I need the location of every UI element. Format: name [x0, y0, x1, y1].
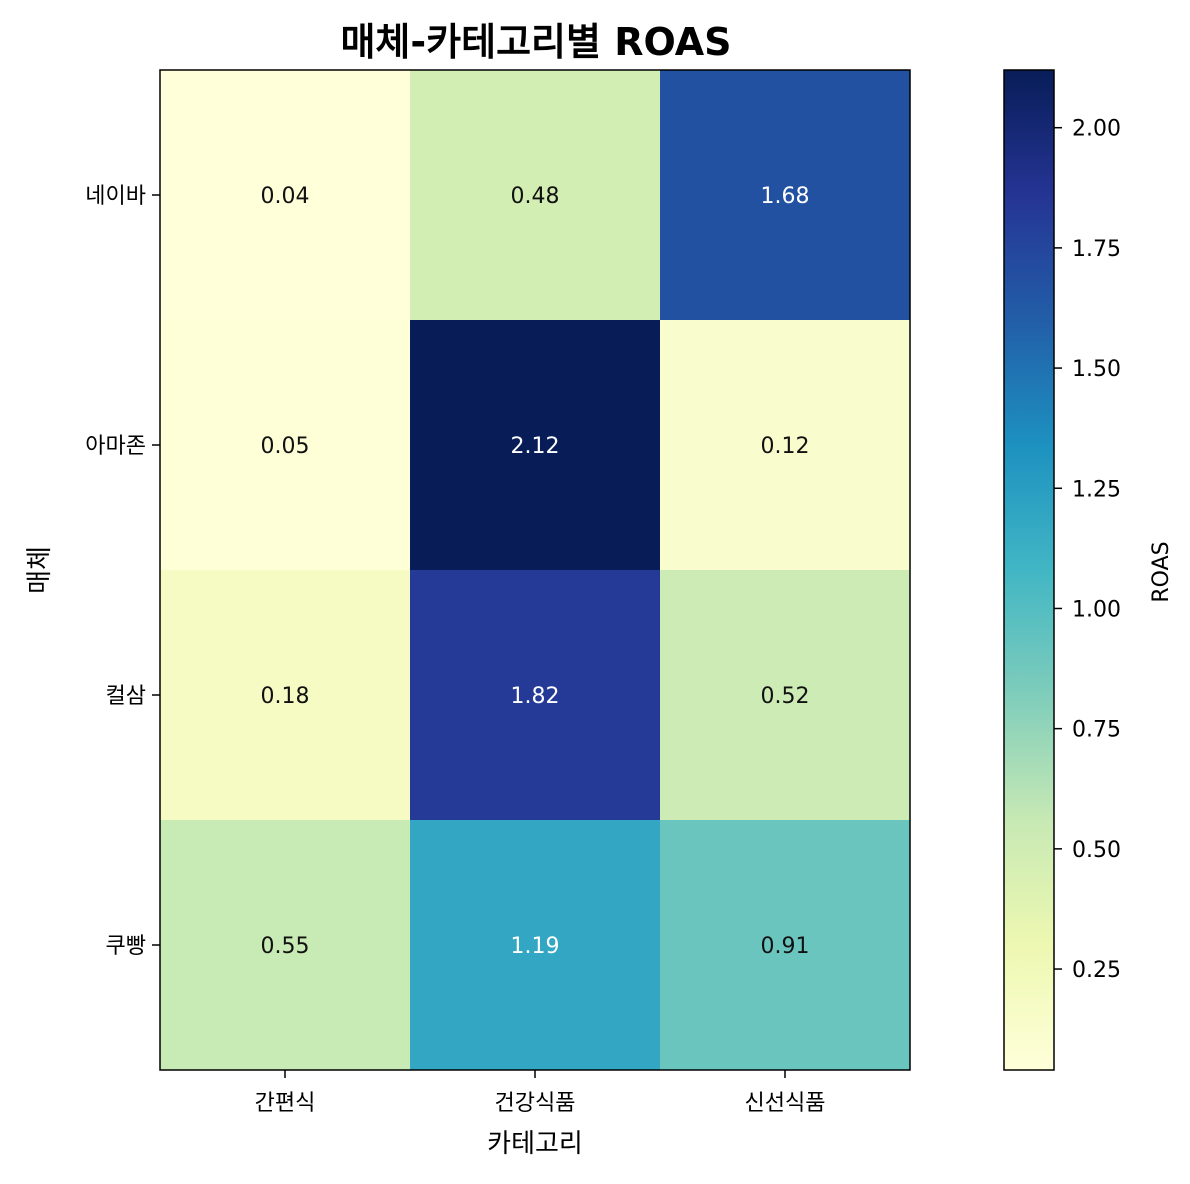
x-tick-label: 간편식 [255, 1091, 316, 1116]
y-tick-label: 쿠빵 [106, 934, 146, 959]
heatmap-cell [660, 820, 911, 1071]
cell-value-label: 1.19 [511, 934, 560, 959]
colorbar-frame [1003, 69, 1055, 1071]
colorbar-tick-label: 1.75 [1072, 237, 1121, 262]
cell-value-label: 1.68 [761, 184, 810, 209]
heatmap-cell [160, 820, 411, 1071]
y-axis-label: 매체 [25, 546, 55, 594]
x-axis-label: 카테고리 [487, 1129, 583, 1159]
heatmap-cell [410, 70, 661, 321]
cell-value-label: 0.12 [761, 434, 810, 459]
heatmap-cell [660, 70, 911, 321]
heatmap-cell [660, 570, 911, 821]
colorbar-tick-label: 1.50 [1072, 357, 1121, 382]
colorbar-tick-label: 0.50 [1072, 838, 1121, 863]
heatmap-cell [410, 820, 661, 1071]
cell-value-label: 0.91 [761, 934, 810, 959]
x-tick-label: 신선식품 [745, 1091, 826, 1116]
cell-value-label: 0.55 [261, 934, 310, 959]
colorbar-tick-label: 0.75 [1072, 718, 1121, 743]
colorbar: 0.25 0.50 0.75 1.00 1.25 1.50 1.75 2.00 ROAS [1003, 69, 1174, 1071]
x-axis: 간편식 건강식품 신선식품 [255, 1070, 826, 1116]
heatmap-cell [660, 320, 911, 571]
cell-value-label: 0.04 [261, 184, 310, 209]
heatmap-cell [160, 570, 411, 821]
colorbar-tick-label: 1.00 [1072, 597, 1121, 622]
chart-title: 매체-카테고리별 ROAS [340, 20, 731, 64]
colorbar-tick-label: 0.25 [1072, 958, 1121, 983]
y-tick-label: 아마존 [85, 434, 146, 459]
heatmap-cell [410, 320, 661, 571]
cell-value-label: 1.82 [511, 684, 560, 709]
cell-value-label: 0.48 [511, 184, 560, 209]
cell-value-label: 2.12 [511, 434, 560, 459]
colorbar-tick-label: 1.25 [1072, 477, 1121, 502]
x-tick-label: 건강식품 [495, 1091, 576, 1116]
y-tick-label: 컬삼 [106, 684, 146, 709]
heatmap-cell [410, 570, 661, 821]
colorbar-tick-label: 2.00 [1072, 117, 1121, 142]
colorbar-gradient [1004, 70, 1054, 1070]
heatmap-cell [160, 320, 411, 571]
heatmap-cell [160, 70, 411, 321]
colorbar-label: ROAS [1149, 541, 1174, 602]
cell-value-label: 0.18 [261, 684, 310, 709]
heatmap-cells: 0.04 0.48 1.68 0.05 2.12 0.12 0.18 1.82 0.52 0.55… [160, 70, 911, 1071]
cell-value-label: 0.52 [761, 684, 810, 709]
y-tick-label: 네이바 [85, 184, 146, 209]
colorbar-ticks: 0.25 0.50 0.75 1.00 1.25 1.50 1.75 2.00 [1054, 117, 1121, 983]
cell-value-label: 0.05 [261, 434, 310, 459]
